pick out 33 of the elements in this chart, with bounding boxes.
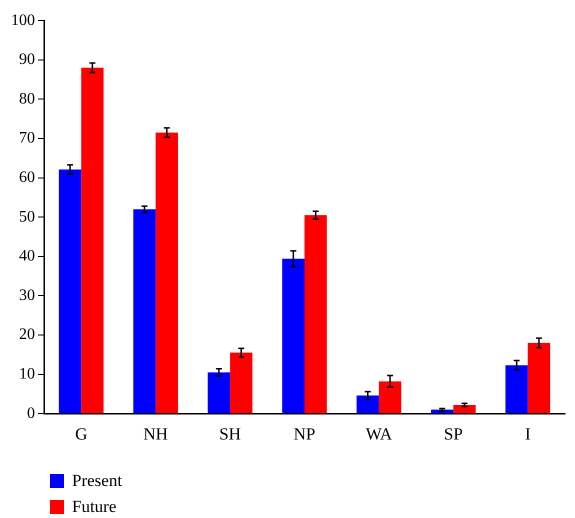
y-tick-label: 90	[19, 51, 35, 68]
bar	[81, 68, 104, 414]
x-tick-label: I	[524, 424, 531, 444]
x-tick-label: WA	[366, 424, 393, 444]
x-tick-label: NH	[143, 424, 168, 444]
x-tick-label: SP	[444, 424, 463, 444]
legend-label: Present	[72, 471, 122, 491]
bar	[356, 396, 379, 414]
bar	[304, 215, 327, 414]
y-tick-label: 50	[19, 208, 35, 226]
bar	[282, 258, 304, 414]
y-tick-label: 40	[19, 248, 35, 265]
bar	[156, 132, 178, 414]
bar	[58, 170, 82, 414]
y-tick-label: 80	[19, 90, 35, 108]
y-tick-label: 100	[11, 12, 35, 29]
bar	[378, 381, 402, 414]
y-tick-label: 30	[19, 286, 35, 304]
bar	[453, 404, 476, 414]
bar	[505, 365, 528, 414]
bar	[208, 372, 230, 414]
y-tick-label: 20	[19, 326, 35, 344]
y-tick-label: 60	[19, 169, 35, 186]
x-tick-label: NP	[294, 424, 316, 444]
bar	[230, 352, 252, 414]
x-tick-label: SH	[219, 424, 241, 444]
y-tick-label: 0	[27, 404, 35, 422]
bar	[528, 342, 550, 414]
y-tick-label: 70	[19, 130, 35, 147]
legend-label: Future	[72, 497, 116, 517]
bar	[133, 209, 156, 414]
x-tick-label: G	[75, 424, 88, 444]
y-tick-label: 10	[19, 366, 35, 383]
